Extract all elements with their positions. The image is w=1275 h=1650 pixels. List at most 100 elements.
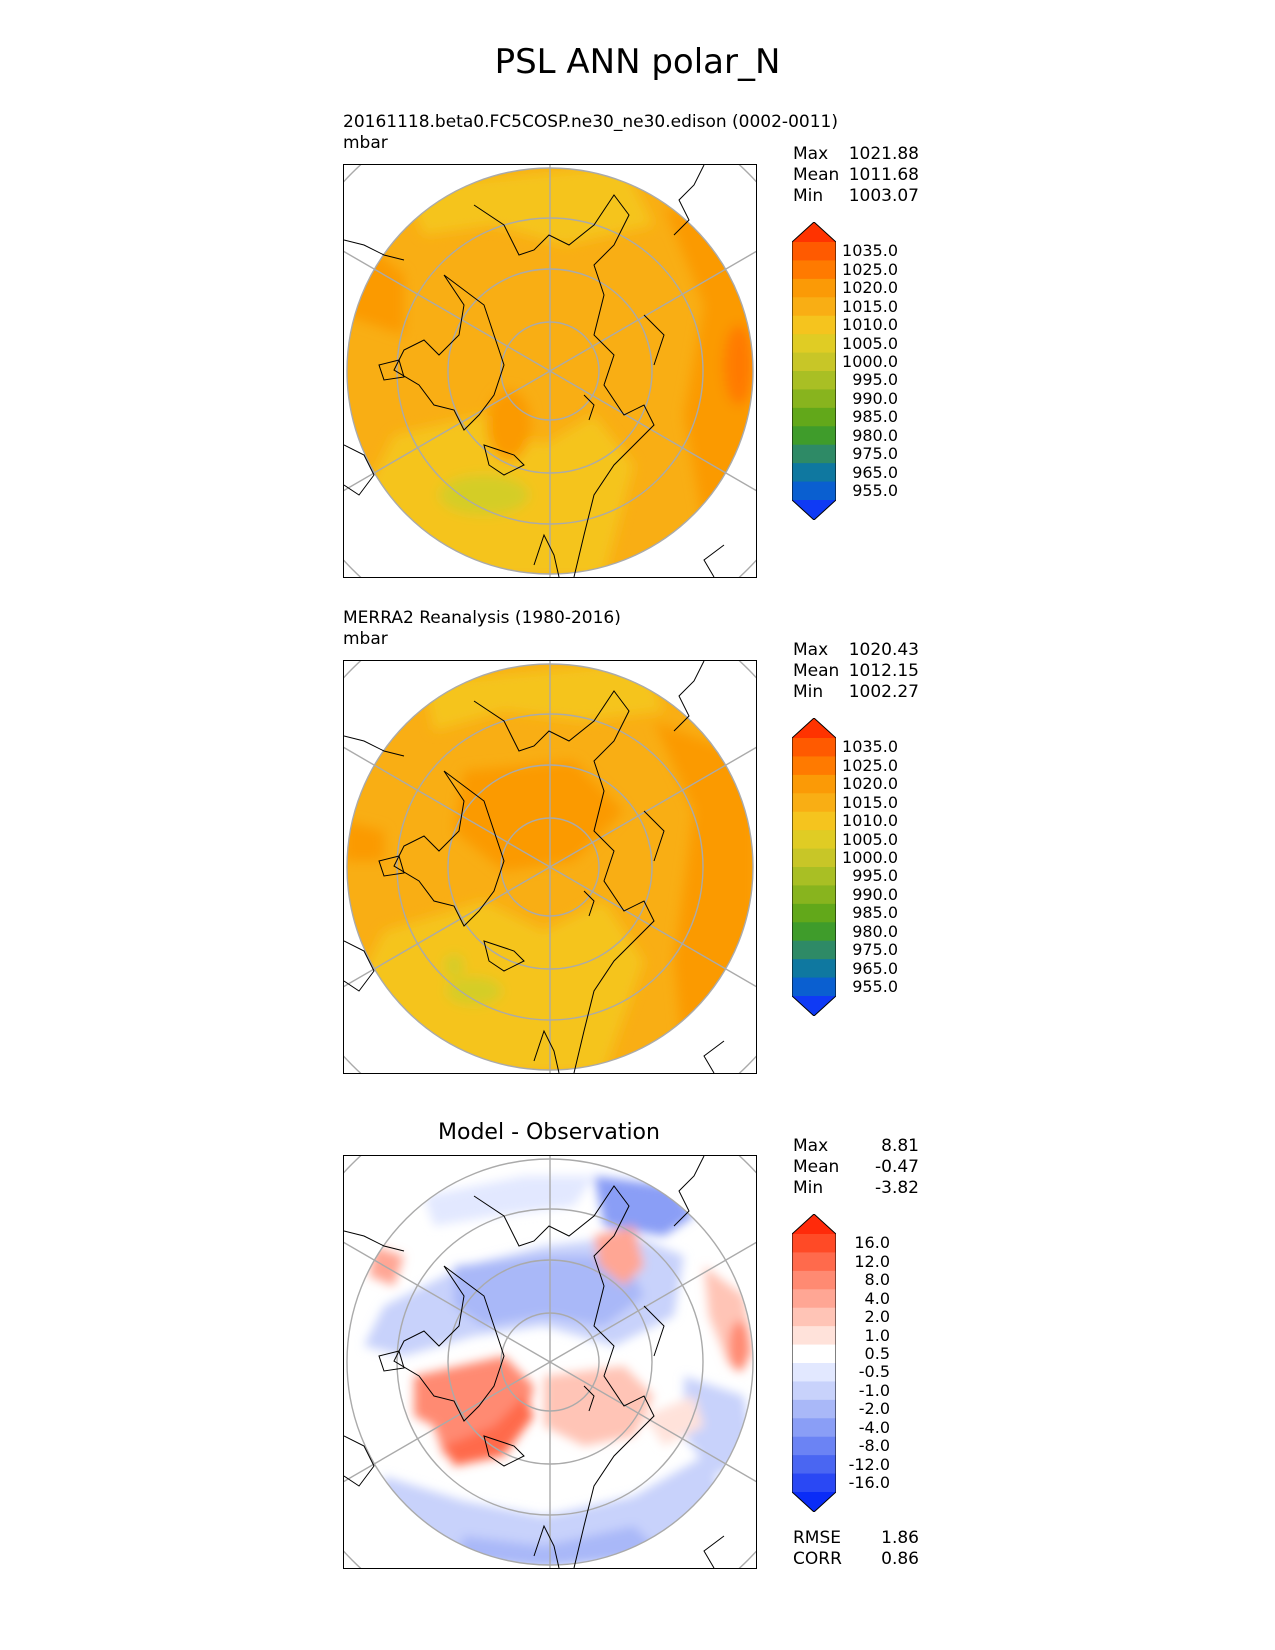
panel3-metrics: RMSE 1.86 CORR 0.86 bbox=[793, 1528, 919, 1570]
panel1-polar-svg bbox=[344, 165, 756, 577]
panel3-mean-value: -0.47 bbox=[875, 1157, 919, 1177]
panel2-coastlines bbox=[344, 661, 725, 1073]
colorbar-tick-label: -16.0 bbox=[848, 1473, 890, 1492]
colorbar-segment bbox=[792, 1344, 836, 1364]
colorbar-segment bbox=[792, 1270, 836, 1290]
colorbar-tick-label: 8.0 bbox=[864, 1270, 890, 1290]
colorbar-tick-label: 985.0 bbox=[852, 407, 898, 427]
colorbar-tick-label: 12.0 bbox=[854, 1251, 890, 1271]
colorbar-extend-bottom bbox=[792, 996, 836, 1016]
panel1-colorbar-ticks: 1035.0 1025.0 1020.0 1015.0 1010.0 1005.0 1000… bbox=[820, 222, 898, 520]
colorbar-tick-label: 4.0 bbox=[864, 1288, 890, 1308]
panel3-colorbar bbox=[791, 1213, 837, 1513]
colorbar-svg bbox=[791, 221, 837, 521]
colorbar-tick-label: -8.0 bbox=[858, 1436, 890, 1456]
colorbar-segment bbox=[792, 848, 836, 868]
colorbar-segment bbox=[792, 959, 836, 979]
panel1-mean-value: 1011.68 bbox=[848, 165, 919, 185]
colorbar-segment bbox=[792, 1289, 836, 1309]
panel2-colorbar bbox=[791, 717, 837, 1017]
colorbar-segment bbox=[792, 867, 836, 886]
colorbar-segment bbox=[792, 297, 836, 317]
panel1-colorbar bbox=[791, 221, 837, 521]
colorbar-segment bbox=[792, 1455, 836, 1475]
colorbar-segment bbox=[792, 738, 836, 757]
colorbar-tick-label: -0.5 bbox=[858, 1362, 890, 1382]
colorbar-svg bbox=[791, 1213, 837, 1513]
panel1-max-label: Max bbox=[793, 144, 829, 164]
colorbar-tick-label: -2.0 bbox=[858, 1399, 890, 1419]
colorbar-segment bbox=[792, 1234, 836, 1253]
panel2-stats: Max 1020.43 Mean 1012.15 Min 1002.27 bbox=[793, 640, 919, 703]
panel3-max-label: Max bbox=[793, 1136, 829, 1156]
colorbar-segment bbox=[792, 315, 836, 335]
colorbar-tick-label: 1020.0 bbox=[842, 278, 898, 298]
colorbar-segment bbox=[792, 1381, 836, 1401]
colorbar-segment bbox=[792, 756, 836, 776]
panel3-stats: Max 8.81 Mean -0.47 Min -3.82 bbox=[793, 1136, 919, 1199]
panel2-colorbar-ticks: 1035.0 1025.0 1020.0 1015.0 1010.0 1005.0 1000… bbox=[820, 718, 898, 1016]
panel1-min-value: 1003.07 bbox=[848, 186, 919, 206]
colorbar-tick-label: -4.0 bbox=[858, 1417, 890, 1437]
panel2-mean-label: Mean bbox=[793, 661, 840, 681]
colorbar-tick-label: 1035.0 bbox=[842, 737, 898, 757]
panel2-min-value: 1002.27 bbox=[848, 682, 919, 702]
colorbar-tick-label: 1025.0 bbox=[842, 755, 898, 775]
colorbar-tick-label: 1020.0 bbox=[842, 774, 898, 794]
panel2-subtitle: MERRA2 Reanalysis (1980-2016) mbar bbox=[343, 608, 621, 650]
colorbar-tick-label: 985.0 bbox=[852, 903, 898, 923]
colorbar-tick-label: 1010.0 bbox=[842, 315, 898, 335]
colorbar-tick-label: 955.0 bbox=[852, 481, 898, 500]
colorbar-segment bbox=[792, 1436, 836, 1456]
colorbar-tick-label: 995.0 bbox=[852, 866, 898, 886]
colorbar-segment bbox=[792, 922, 836, 942]
colorbar-tick-label: 965.0 bbox=[852, 958, 898, 978]
panel1-coastlines bbox=[344, 165, 725, 577]
colorbar-segment bbox=[792, 1363, 836, 1382]
panel3-corr-value: 0.86 bbox=[881, 1549, 919, 1569]
colorbar-tick-label: 1010.0 bbox=[842, 811, 898, 831]
colorbar-segment bbox=[792, 481, 836, 501]
colorbar-tick-label: 965.0 bbox=[852, 462, 898, 482]
panel1-min-label: Min bbox=[793, 186, 824, 206]
panel1-units: mbar bbox=[343, 133, 388, 153]
panel3-corr-label: CORR bbox=[793, 1549, 842, 1569]
panel2-units: mbar bbox=[343, 629, 388, 649]
figure-title: PSL ANN polar_N bbox=[494, 42, 781, 82]
panel3-mean-label: Mean bbox=[793, 1157, 840, 1177]
panel2-graticule bbox=[344, 661, 756, 1073]
colorbar-extend-bottom bbox=[792, 500, 836, 520]
colorbar-segment bbox=[792, 444, 836, 464]
colorbar-tick-label: 980.0 bbox=[852, 425, 898, 445]
panel1-mean-label: Mean bbox=[793, 165, 840, 185]
panel1-map bbox=[343, 164, 757, 578]
colorbar-segment bbox=[792, 352, 836, 372]
panel2-max-label: Max bbox=[793, 640, 829, 660]
panel2-max-value: 1020.43 bbox=[848, 640, 919, 660]
colorbar-segment bbox=[792, 1473, 836, 1493]
colorbar-tick-label: 1035.0 bbox=[842, 241, 898, 261]
colorbar-tick-label: 980.0 bbox=[852, 921, 898, 941]
colorbar-segment bbox=[792, 774, 836, 794]
colorbar-extend-top bbox=[792, 718, 836, 738]
colorbar-tick-label: 990.0 bbox=[852, 884, 898, 904]
colorbar-tick-label: 1000.0 bbox=[842, 352, 898, 371]
colorbar-segment bbox=[792, 407, 836, 427]
panel1-stats: Max 1021.88 Mean 1011.68 Min 1003.07 bbox=[793, 144, 919, 207]
colorbar-segment bbox=[792, 903, 836, 923]
colorbar-segment bbox=[792, 940, 836, 960]
panel1-graticule bbox=[344, 165, 756, 577]
colorbar-segment bbox=[792, 278, 836, 298]
panel3-max-value: 8.81 bbox=[881, 1136, 919, 1156]
colorbar-tick-label: 2.0 bbox=[864, 1307, 890, 1327]
panel3-colorbar-ticks: 16.0 12.0 8.0 4.0 2.0 1.0 0.5 -0.5 -1.0 -2.0 -4.0-… bbox=[820, 1214, 890, 1512]
colorbar-segment bbox=[792, 334, 836, 354]
colorbar-tick-label: 1.0 bbox=[864, 1325, 890, 1345]
colorbar-tick-label: 995.0 bbox=[852, 370, 898, 390]
colorbar-segment bbox=[792, 389, 836, 409]
colorbar-segment bbox=[792, 811, 836, 831]
panel3-title: Model - Observation bbox=[438, 1120, 660, 1145]
panel2-case-name: MERRA2 Reanalysis (1980-2016) bbox=[343, 608, 621, 628]
colorbar-segment bbox=[792, 1307, 836, 1327]
panel2-map bbox=[343, 660, 757, 1074]
